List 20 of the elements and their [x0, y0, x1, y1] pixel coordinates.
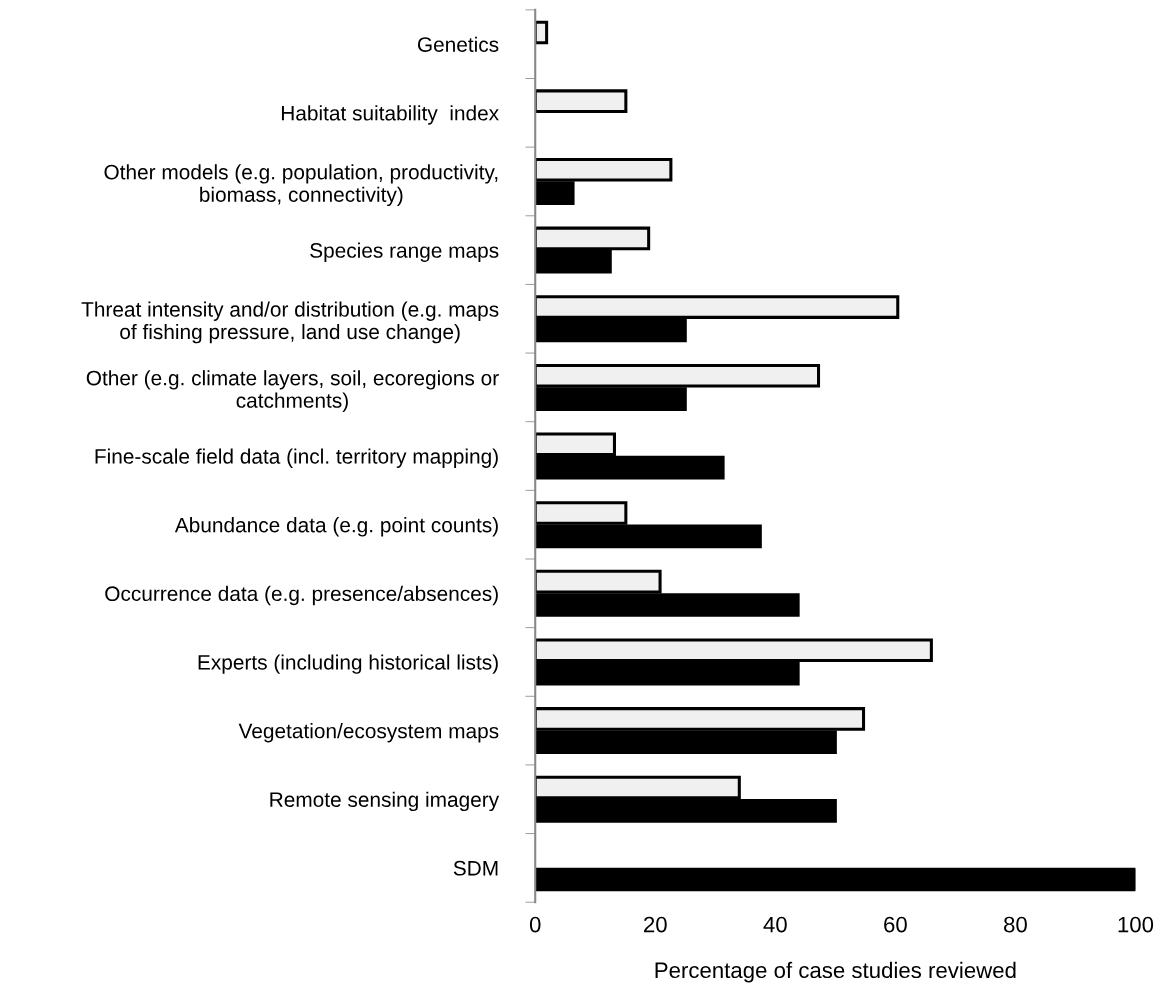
y-tick-label: SDM: [453, 860, 498, 876]
y-tick-label: Experts (including historical lists): [198, 654, 498, 674]
x-tick-label: 0: [529, 916, 541, 933]
y-tick-label: Genetics: [417, 36, 499, 52]
x-tick-label: 20: [644, 916, 667, 933]
y-tick-label: Other (e.g. climate layers, soil, ecoregions or catchments): [86, 370, 499, 412]
x-tick-label: 100: [1118, 916, 1154, 933]
y-tick-label: Threat intensity and/or distribution (e.g. maps of fishing pressure, land use change): [81, 301, 499, 344]
y-tick-label: Fine-scale field data (incl. territory mapping): [95, 448, 498, 468]
y-tick-label: Habitat suitability index: [281, 105, 499, 125]
y-tick-label: Species range maps: [310, 242, 499, 262]
y-tick-label: Remote sensing imagery: [270, 791, 500, 812]
y-tick-label: Other models (e.g. population, productivity, biomass, connectivity): [104, 164, 498, 207]
x-tick-label: 40: [763, 916, 787, 933]
y-tick-label: Vegetation/ecosystem maps: [238, 723, 499, 743]
x-axis-title: Percentage of case studies reviewed: [655, 961, 1016, 983]
x-tick-label: 80: [1004, 916, 1027, 933]
y-tick-label: Occurrence data (e.g. presence/absences): [105, 585, 498, 606]
x-tick-label: 60: [884, 916, 907, 933]
y-tick-label: Abundance data (e.g. point counts): [174, 517, 498, 537]
